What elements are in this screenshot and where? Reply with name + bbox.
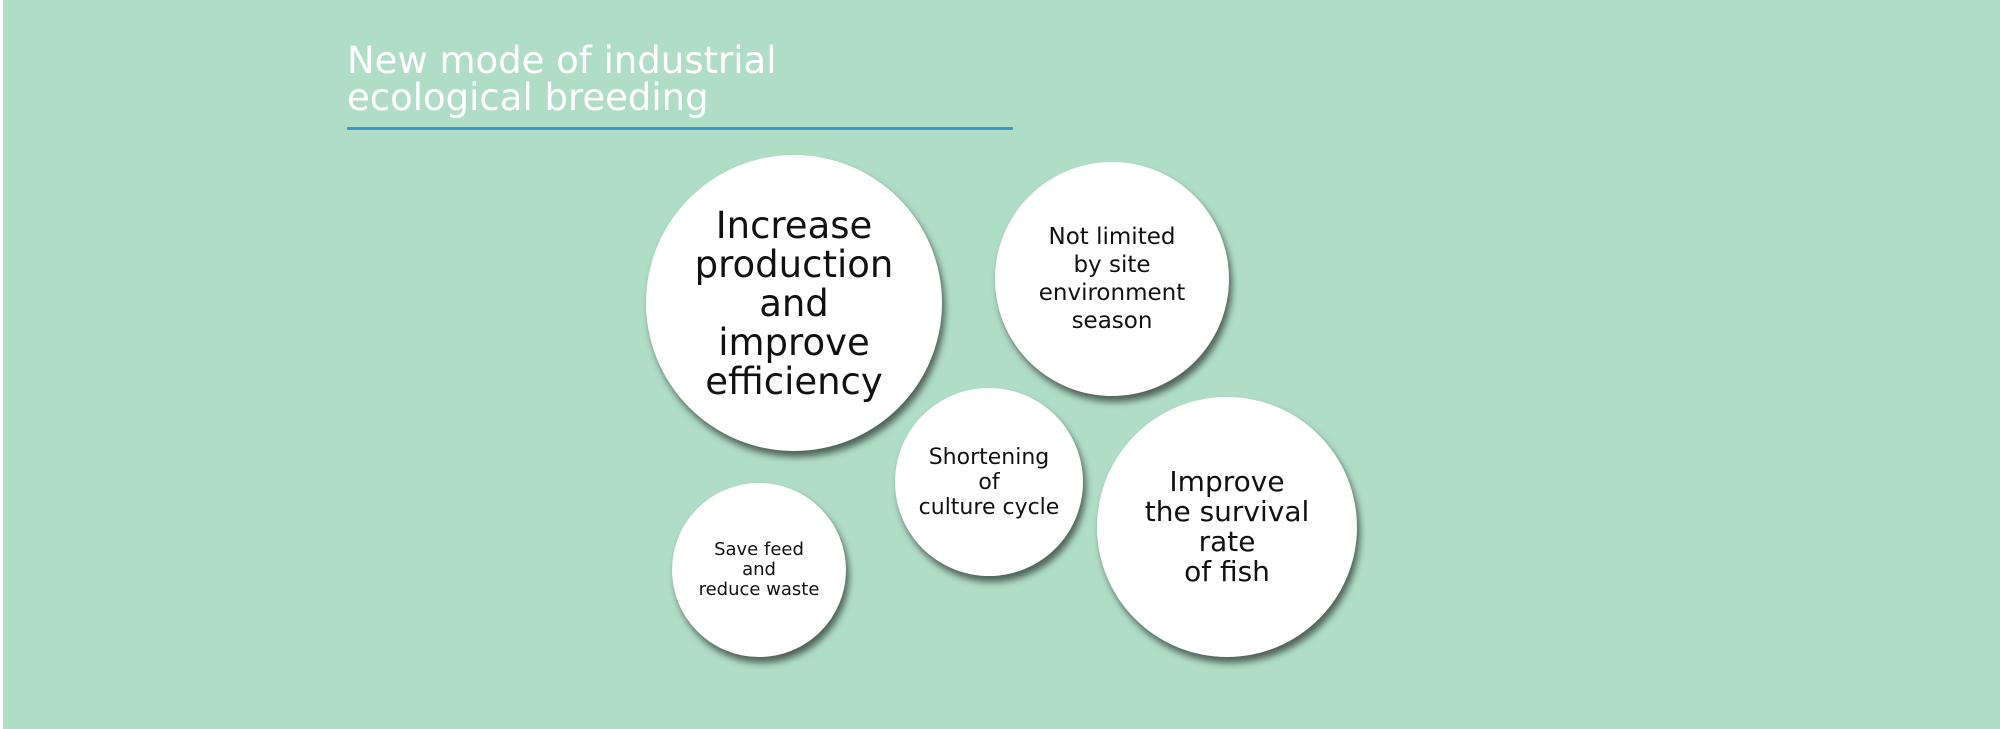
bubble-text-line: and <box>742 559 776 580</box>
bubble-text-line: season <box>1071 308 1153 334</box>
bubble-increase-production: Increase production and improve efficien… <box>646 155 942 451</box>
bubble-survival-rate: Improve the survival rate of fish <box>1097 397 1357 657</box>
bubble-text-line: of <box>978 469 1000 495</box>
bubble-not-limited: Not limited by site environment season <box>995 162 1229 396</box>
bubble-text-line: environment <box>1038 280 1186 306</box>
bubble-shortening-cycle: Shortening of culture cycle <box>895 388 1083 576</box>
bubble-text-line: Shortening <box>928 444 1050 470</box>
bubble-text-line: Improve <box>1169 465 1285 498</box>
bubble-text-line: Save feed <box>714 539 804 560</box>
title-line-1: New mode of industrial <box>347 39 777 82</box>
bubble-text-line: rate <box>1198 525 1256 558</box>
title-underline <box>347 127 1013 130</box>
bubble-text-line: improve <box>718 320 870 364</box>
bubble-text-line: Increase <box>715 203 873 247</box>
bubble-text-line: of fish <box>1184 555 1270 588</box>
bubble-text-line: by site <box>1073 252 1151 278</box>
bubble-text-line: culture cycle <box>918 494 1060 520</box>
bubble-text-line: the survival <box>1144 495 1310 528</box>
slide-title: New mode of industrial ecological breedi… <box>347 42 776 116</box>
bubble-save-feed: Save feed and reduce waste <box>672 483 846 657</box>
bubble-text-line: efficiency <box>705 359 883 403</box>
bubble-text-line: and <box>759 281 829 325</box>
bubble-text-line: production <box>694 242 894 286</box>
left-edge-strip <box>0 0 3 729</box>
bubble-text-line: reduce waste <box>698 579 820 600</box>
title-line-2: ecological breeding <box>347 76 709 119</box>
bubble-text-line: Not limited <box>1048 224 1176 250</box>
